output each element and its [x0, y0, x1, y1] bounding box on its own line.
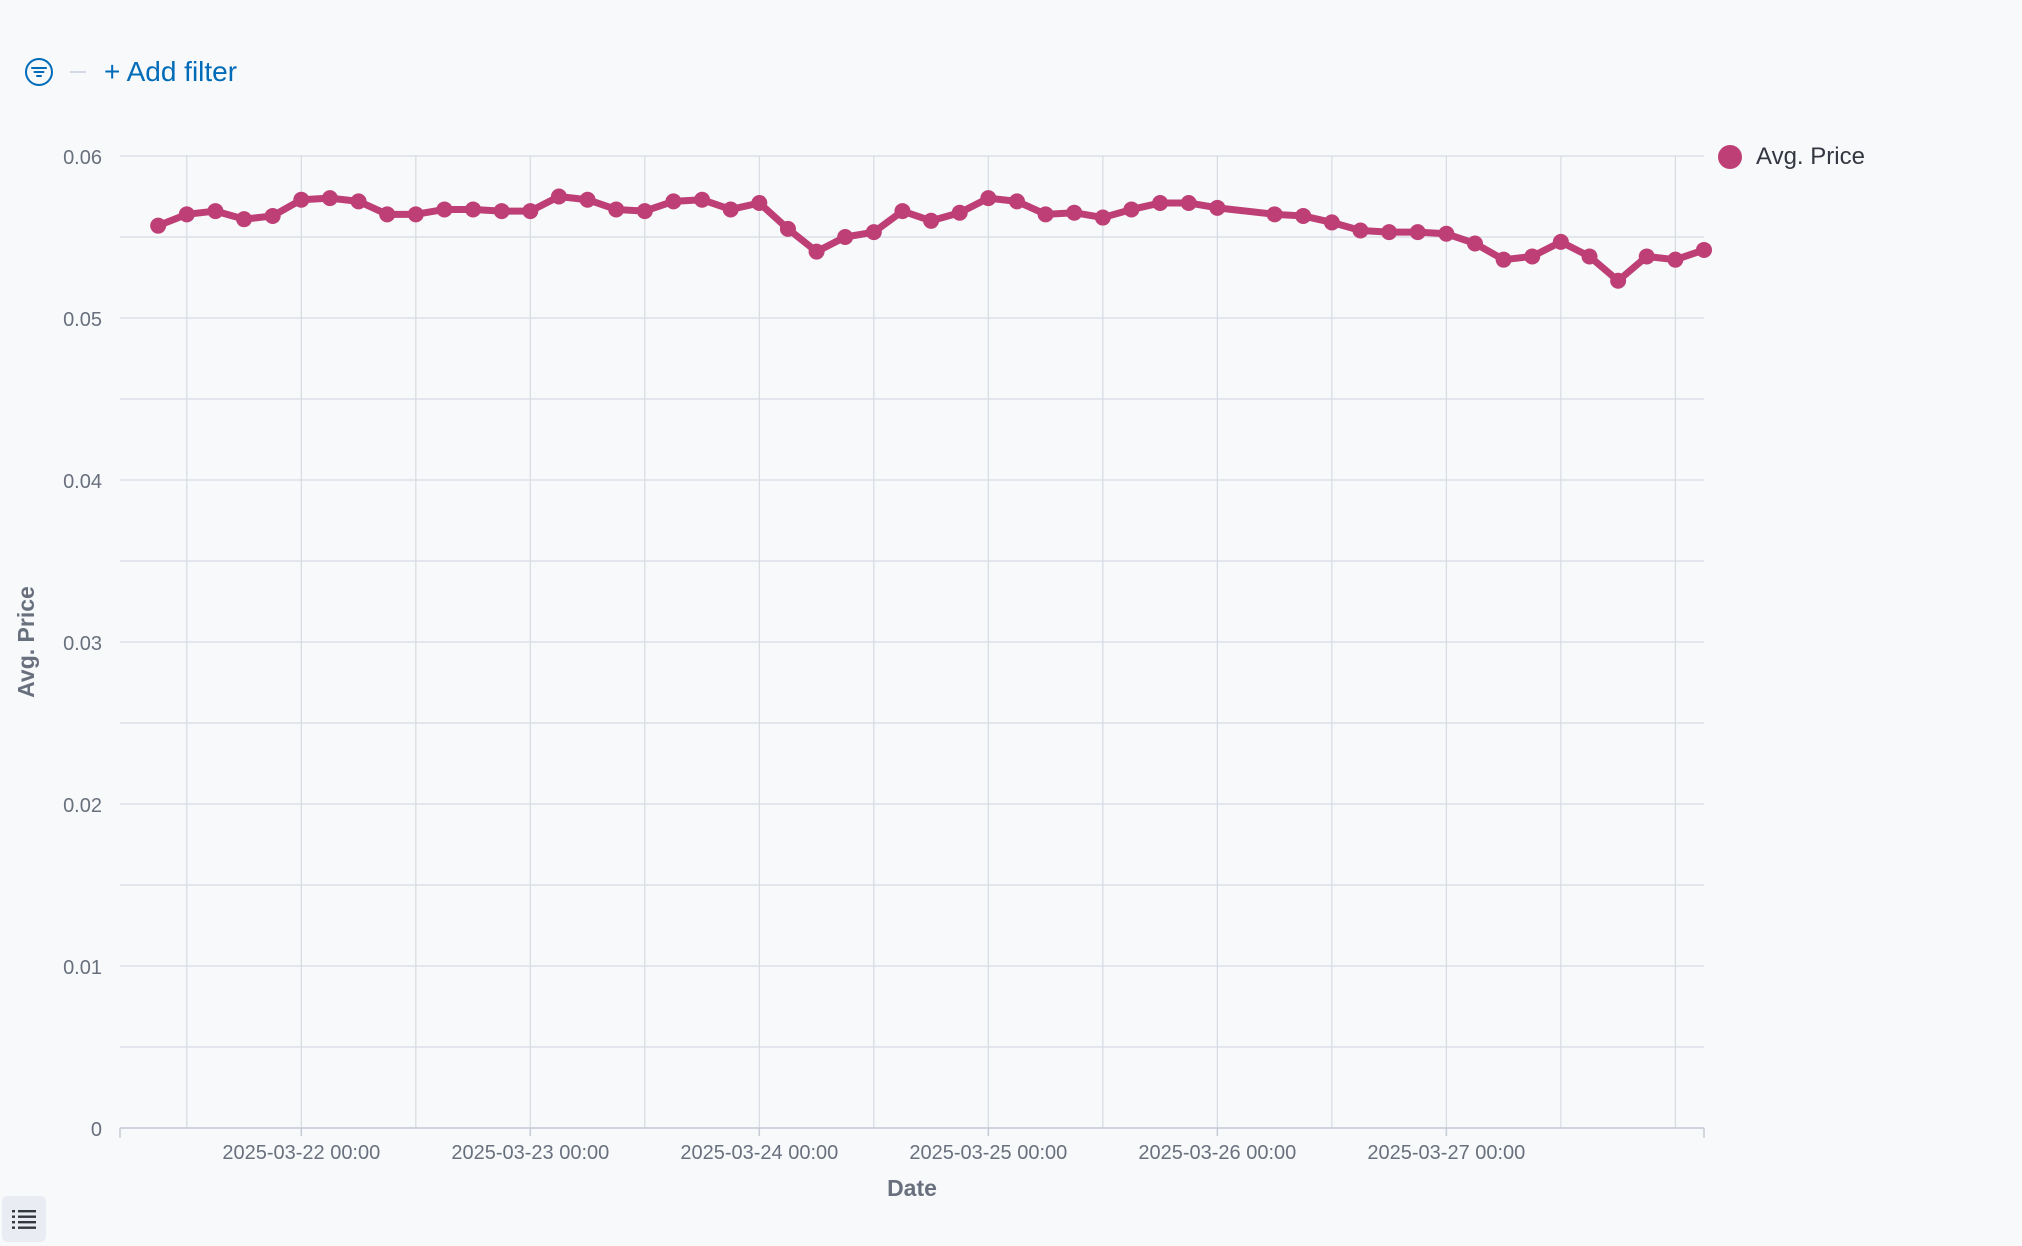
data-point[interactable] [636, 203, 653, 220]
data-point[interactable] [1524, 248, 1541, 265]
y-tick-label: 0.05 [63, 309, 102, 331]
x-tick-label: 2025-03-22 00:00 [222, 1142, 380, 1164]
data-point[interactable] [722, 201, 739, 218]
x-tick-label: 2025-03-23 00:00 [451, 1142, 609, 1164]
data-point[interactable] [1295, 207, 1312, 224]
y-tick-label: 0.04 [63, 471, 102, 493]
data-point[interactable] [1180, 194, 1197, 211]
data-point[interactable] [608, 201, 625, 218]
data-point[interactable] [751, 194, 768, 211]
data-point[interactable] [1381, 224, 1398, 241]
data-point[interactable] [1152, 194, 1169, 211]
data-point[interactable] [1667, 251, 1684, 268]
data-point[interactable] [808, 243, 825, 260]
data-point[interactable] [207, 203, 224, 220]
filter-bar: + Add filter [22, 52, 241, 92]
data-point[interactable] [1696, 241, 1712, 258]
list-icon [12, 1210, 36, 1229]
data-point[interactable] [293, 191, 310, 208]
data-point[interactable] [1438, 225, 1455, 242]
data-point[interactable] [779, 220, 796, 237]
data-point[interactable] [1008, 193, 1025, 210]
legend-toggle-button[interactable] [2, 1196, 46, 1242]
data-point[interactable] [694, 191, 711, 208]
y-axis-title: Avg. Price [13, 586, 39, 698]
grid-layer [120, 155, 1704, 1129]
x-tick-label: 2025-03-24 00:00 [680, 1142, 838, 1164]
data-point[interactable] [493, 203, 510, 220]
y-tick-label: 0 [91, 1119, 102, 1141]
data-point[interactable] [150, 217, 167, 234]
data-point[interactable] [1610, 272, 1627, 289]
data-point[interactable] [1638, 248, 1655, 265]
data-point[interactable] [178, 206, 195, 223]
data-point[interactable] [465, 201, 482, 218]
data-point[interactable] [236, 211, 253, 228]
data-point[interactable] [1066, 204, 1083, 221]
data-point[interactable] [550, 188, 567, 205]
data-point[interactable] [321, 190, 338, 207]
data-point[interactable] [1466, 235, 1483, 252]
data-point[interactable] [1409, 224, 1426, 241]
data-point[interactable] [665, 193, 682, 210]
data-point[interactable] [951, 204, 968, 221]
legend-color-dot [1718, 145, 1742, 169]
data-point[interactable] [980, 190, 997, 207]
data-point[interactable] [407, 206, 424, 223]
y-tick-label: 0.06 [63, 147, 102, 169]
data-point[interactable] [1323, 214, 1340, 231]
x-tick-label: 2025-03-27 00:00 [1367, 1142, 1525, 1164]
axis-layer: 0 0.01 0.02 0.03 0.04 0.05 0.06 2025-03-22 00:0… [63, 147, 1705, 1164]
data-point[interactable] [264, 207, 281, 224]
data-point[interactable] [1037, 206, 1054, 223]
x-tick-label: 2025-03-26 00:00 [1138, 1142, 1296, 1164]
data-point[interactable] [894, 203, 911, 220]
data-point[interactable] [1094, 209, 1111, 226]
data-point[interactable] [1123, 201, 1140, 218]
data-point[interactable] [436, 201, 453, 218]
data-point[interactable] [1552, 233, 1569, 250]
data-point[interactable] [579, 191, 596, 208]
data-point[interactable] [837, 229, 854, 245]
data-point[interactable] [1495, 251, 1512, 268]
y-tick-label: 0.03 [63, 633, 102, 655]
data-point[interactable] [1209, 199, 1226, 216]
x-tick-label: 2025-03-25 00:00 [909, 1142, 1067, 1164]
data-point[interactable] [379, 206, 396, 223]
add-filter-button[interactable]: + Add filter [100, 56, 241, 88]
legend-label: Avg. Price [1756, 143, 1865, 170]
data-point[interactable] [923, 212, 940, 229]
y-tick-label: 0.01 [63, 957, 102, 979]
data-point[interactable] [522, 203, 539, 220]
series-layer [150, 188, 1712, 289]
y-tick-label: 0.02 [63, 795, 102, 817]
x-axis-title: Date [887, 1175, 937, 1201]
legend-item[interactable]: Avg. Price [1718, 143, 1865, 171]
data-point[interactable] [865, 224, 882, 241]
data-point[interactable] [350, 193, 367, 210]
data-point[interactable] [1352, 222, 1369, 239]
filter-separator [70, 71, 86, 73]
data-point[interactable] [1266, 206, 1283, 223]
data-point[interactable] [1581, 248, 1598, 265]
filter-icon[interactable] [22, 55, 56, 89]
